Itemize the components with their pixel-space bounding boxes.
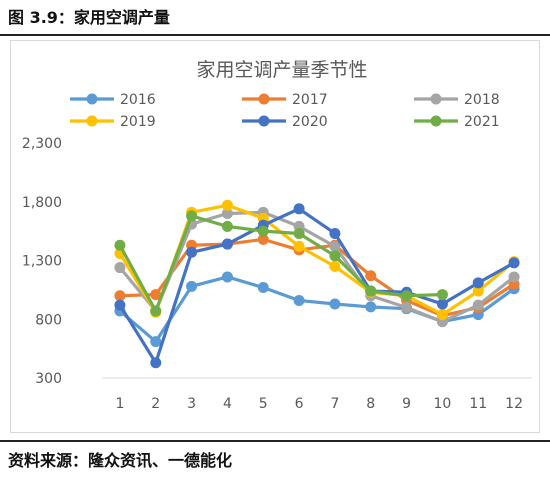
data-point: [436, 309, 448, 321]
series-2017: [114, 233, 520, 322]
x-tick-label: 9: [402, 396, 411, 412]
chart-frame: [10, 40, 540, 433]
y-tick-label: 800: [35, 312, 62, 328]
legend-label: 2019: [120, 114, 156, 130]
legend-item-2019: 2019: [70, 114, 156, 130]
legend-label: 2020: [292, 114, 328, 130]
data-point: [257, 233, 269, 245]
top-rule: [0, 34, 550, 36]
data-point: [436, 289, 448, 301]
x-tick-label: 11: [469, 396, 487, 412]
legend-marker: [430, 93, 442, 105]
legend-marker: [258, 93, 270, 105]
x-tick-label: 12: [505, 396, 523, 412]
x-tick-label: 1: [115, 396, 124, 412]
data-point: [472, 299, 484, 311]
source-note: 资料来源：隆众资讯、一德能化: [8, 451, 233, 470]
y-tick-label: 300: [35, 371, 62, 387]
data-point: [508, 271, 520, 283]
data-point: [472, 285, 484, 297]
data-point: [293, 203, 305, 215]
y-tick-label: 2,300: [22, 136, 62, 152]
legend-label: 2018: [464, 92, 500, 108]
data-point: [329, 298, 341, 310]
data-point: [401, 302, 413, 313]
y-axis: 300 800 1,300 1,800 2,300: [22, 136, 62, 387]
data-point: [114, 262, 126, 274]
chart-title: 家用空调产量季节性: [196, 59, 367, 81]
data-point: [150, 357, 162, 369]
data-point: [508, 257, 520, 269]
data-point: [186, 246, 198, 258]
data-point: [293, 227, 305, 239]
legend: 2016 2017 2018 2019 2020 2021: [70, 92, 500, 130]
series-2018: [114, 206, 520, 328]
figure-caption: 图 3.9：家用空调产量: [8, 8, 170, 27]
legend-marker: [258, 115, 270, 127]
x-tick-label: 4: [223, 396, 232, 412]
bottom-rule: [0, 440, 550, 442]
legend-item-2016: 2016: [70, 92, 156, 108]
series-2016: [114, 271, 520, 348]
data-point: [401, 290, 413, 302]
data-point: [221, 271, 233, 283]
data-point: [329, 227, 341, 239]
data-point: [293, 294, 305, 306]
x-tick-label: 5: [259, 396, 268, 412]
legend-marker: [86, 93, 98, 105]
data-point: [365, 285, 377, 297]
data-point: [257, 225, 269, 237]
legend-item-2020: 2020: [242, 114, 328, 130]
x-tick-label: 10: [434, 396, 452, 412]
data-point: [221, 220, 233, 232]
data-point: [221, 238, 233, 250]
x-axis: 1 2 3 4 5 6 7 8 9 10 11 12: [102, 377, 532, 412]
data-point: [114, 290, 126, 302]
y-tick-label: 1,300: [22, 254, 62, 270]
data-point: [186, 210, 198, 222]
legend-label: 2017: [292, 92, 328, 108]
legend-item-2018: 2018: [414, 92, 500, 108]
series-group: [114, 199, 520, 369]
x-tick-label: 3: [187, 396, 196, 412]
x-tick-label: 8: [366, 396, 375, 412]
y-tick-label: 1,800: [22, 195, 62, 211]
line-chart: 家用空调产量季节性 2016 2017 2018 2019 2020 2021 300 80…: [22, 59, 532, 412]
data-point: [150, 289, 162, 301]
data-point: [186, 280, 198, 292]
legend-item-2021: 2021: [414, 114, 500, 130]
series-2020: [114, 203, 520, 369]
series-line: [118, 207, 516, 365]
x-tick-label: 2: [151, 396, 160, 412]
data-point: [436, 298, 448, 310]
series-line: [118, 237, 516, 318]
data-point: [329, 250, 341, 262]
data-point: [114, 239, 126, 251]
data-point: [472, 277, 484, 289]
data-point: [365, 301, 377, 313]
legend-marker: [86, 115, 98, 127]
data-point: [150, 336, 162, 348]
data-point: [114, 299, 126, 311]
x-tick-label: 7: [330, 396, 339, 412]
series-line: [118, 210, 516, 324]
data-point: [293, 240, 305, 252]
data-point: [329, 240, 341, 252]
data-point: [221, 199, 233, 211]
legend-marker: [430, 115, 442, 127]
data-point: [329, 260, 341, 272]
series-2021: [114, 210, 448, 317]
data-point: [150, 305, 162, 317]
series-line: [118, 214, 445, 313]
data-point: [257, 282, 269, 294]
data-point: [221, 208, 233, 219]
data-point: [365, 270, 377, 282]
legend-label: 2021: [464, 114, 500, 130]
legend-item-2017: 2017: [242, 92, 328, 108]
x-tick-label: 6: [295, 396, 304, 412]
legend-label: 2016: [120, 92, 156, 108]
